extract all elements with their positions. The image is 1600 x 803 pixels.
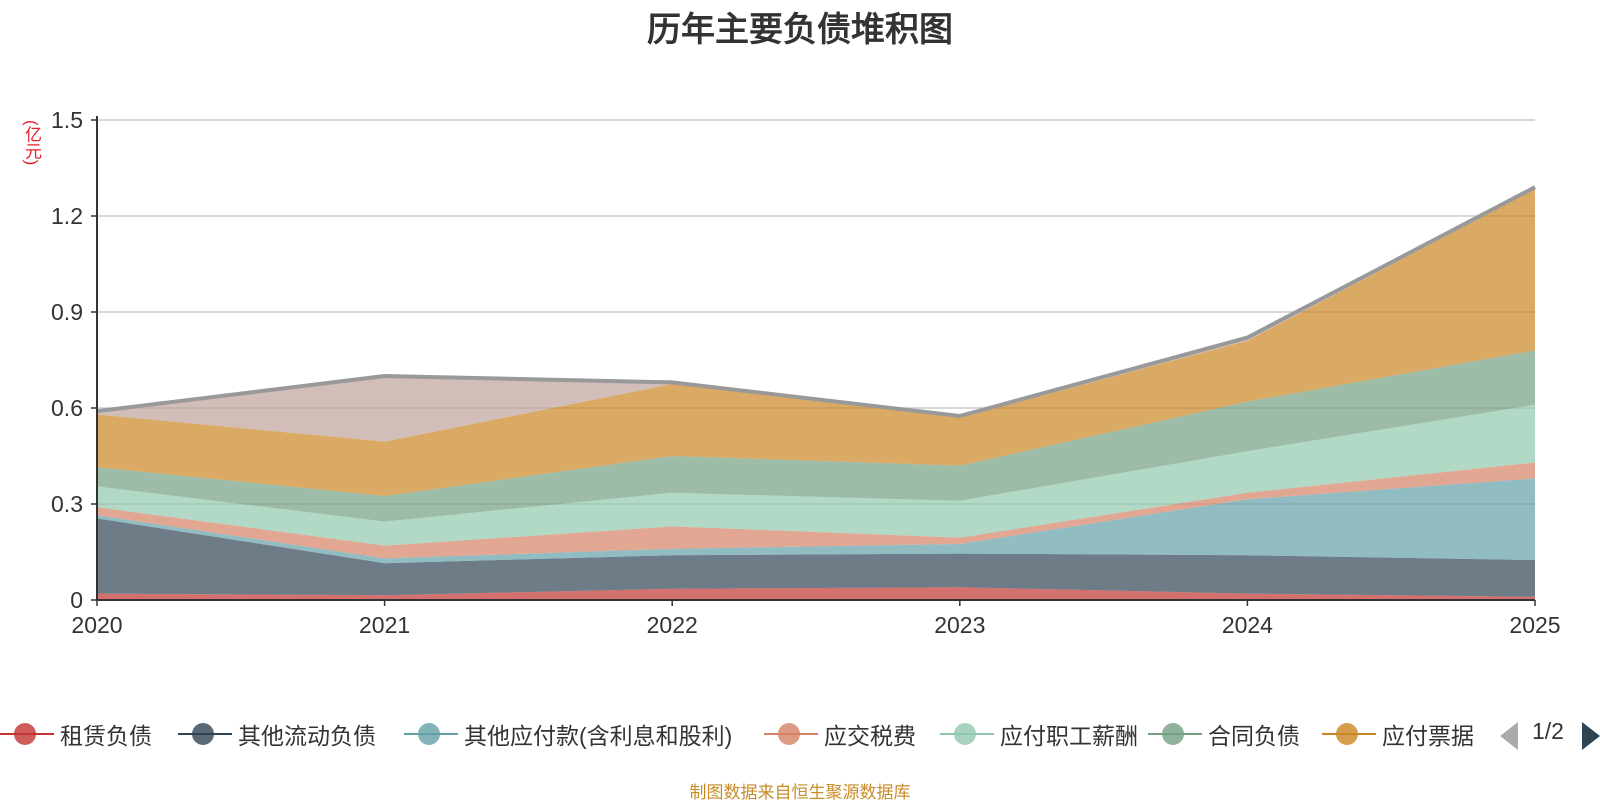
- legend-pager: 1/2: [1500, 716, 1600, 752]
- x-tick-label: 2021: [359, 612, 410, 638]
- area-series-5: [97, 404, 1535, 546]
- y-tick-label: 1.5: [51, 107, 83, 133]
- legend: 租赁负债 其他流动负债 其他应付款(含利息和股利) 应交税费 应付职工薪酬 合同负债 应付票…: [0, 716, 1600, 752]
- legend-marker-icon: [178, 721, 232, 747]
- area-series-2: [97, 518, 1535, 597]
- area-series-3: [97, 478, 1535, 564]
- x-tick-label: 2023: [934, 612, 985, 638]
- legend-item[interactable]: 合同负债: [1148, 716, 1300, 752]
- legend-item[interactable]: 其他应付款(含利息和股利): [404, 716, 732, 752]
- legend-label: 应交税费: [824, 723, 916, 749]
- area-series-1: [97, 587, 1535, 600]
- legend-marker-icon: [764, 721, 818, 747]
- next-page-icon[interactable]: [1582, 722, 1600, 750]
- x-tick-label: 2022: [647, 612, 698, 638]
- y-tick-label: 0: [70, 587, 83, 613]
- total-outline: [96, 185, 1536, 419]
- area-series-4: [97, 462, 1535, 559]
- prev-page-icon[interactable]: [1500, 722, 1518, 750]
- legend-marker-icon: [0, 721, 54, 747]
- x-tick-label: 2020: [71, 612, 122, 638]
- area-series-6: [97, 350, 1535, 522]
- area-series-7: [97, 188, 1535, 497]
- legend-item[interactable]: 应付票据: [1322, 716, 1474, 752]
- data-source-note: 制图数据来自恒生聚源数据库: [689, 783, 911, 802]
- legend-item[interactable]: 其他流动负债: [178, 716, 376, 752]
- axes: [91, 116, 1536, 606]
- legend-label: 应付职工薪酬: [1000, 723, 1138, 749]
- total-line: [96, 185, 1536, 419]
- legend-page-indicator: 1/2: [1532, 718, 1564, 744]
- y-tick-labels: 0 0.3 0.6 0.9 1.2 1.5: [51, 107, 83, 613]
- y-tick-label: 0.9: [51, 299, 83, 325]
- y-axis-unit-label: (亿元): [22, 120, 41, 166]
- y-tick-label: 1.2: [51, 203, 83, 229]
- legend-item[interactable]: 应付职工薪酬: [940, 716, 1138, 752]
- legend-marker-icon: [1148, 721, 1202, 747]
- x-tick-label: 2024: [1222, 612, 1273, 638]
- legend-label: 合同负债: [1208, 723, 1300, 749]
- legend-label: 其他应付款(含利息和股利): [464, 723, 733, 749]
- legend-marker-icon: [404, 721, 458, 747]
- legend-item[interactable]: 租赁负债: [0, 716, 152, 752]
- x-tick-label: 2025: [1509, 612, 1560, 638]
- chart-title: 历年主要负债堆积图: [647, 11, 953, 49]
- legend-label: 其他流动负债: [238, 723, 376, 749]
- area-series: [97, 187, 1535, 600]
- legend-marker-icon: [940, 721, 994, 747]
- legend-item[interactable]: 应交税费: [764, 716, 916, 752]
- legend-label: 应付票据: [1382, 723, 1474, 749]
- x-tick-labels: 2020 2021 2022 2023 2024 2025: [71, 612, 1560, 638]
- y-tick-label: 0.6: [51, 395, 83, 421]
- legend-label: 租赁负债: [60, 723, 152, 749]
- legend-marker-icon: [1322, 721, 1376, 747]
- y-tick-label: 0.3: [51, 491, 83, 517]
